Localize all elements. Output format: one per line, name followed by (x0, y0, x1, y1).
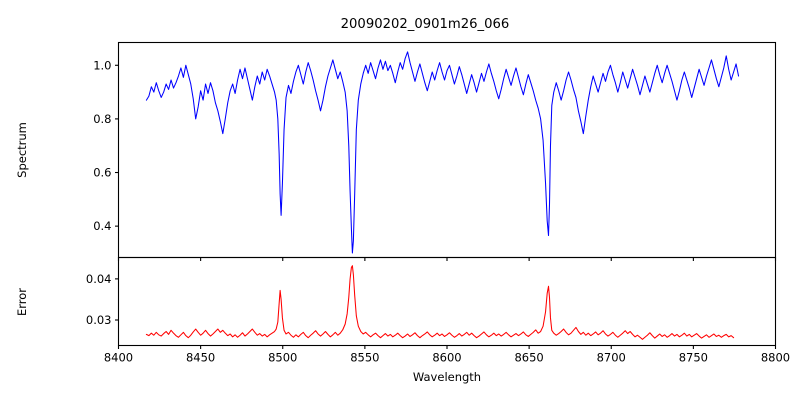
error-y-axis-label: Error (15, 288, 29, 316)
error-panel: 0.03 0.04 8400 8450 8500 8550 8600 8650 8700 8750… (15, 256, 790, 384)
spectrum-y-axis-label: Spectrum (15, 122, 29, 178)
error-axes-frame (117, 256, 777, 347)
x-tick-label: 8700 (597, 351, 626, 365)
error-data-line (145, 265, 735, 340)
y-tick-label: 1.0 (93, 58, 111, 72)
figure-title: 20090202_0901m26_066 (341, 17, 510, 32)
y-tick-label: 0.8 (93, 112, 111, 126)
x-tick-label: 8550 (350, 351, 379, 365)
spectrum-tick-labels: 0.4 0.6 0.8 1.0 (93, 58, 111, 233)
spectrum-panel: 0.4 0.6 0.8 1.0 Spectrum (15, 41, 777, 261)
y-tick-label: 0.04 (86, 272, 112, 286)
x-tick-label: 8650 (514, 351, 543, 365)
x-tick-label: 8500 (268, 351, 297, 365)
y-tick-label: 0.03 (86, 313, 112, 327)
spectrum-data-line (145, 51, 740, 254)
error-tick-marks (115, 278, 777, 349)
y-tick-label: 0.6 (93, 166, 111, 180)
error-tick-labels: 0.03 0.04 8400 8450 8500 8550 8600 8650 8700 8750… (86, 272, 790, 365)
x-tick-label: 8400 (104, 351, 133, 365)
x-axis-label: Wavelength (413, 370, 481, 384)
y-tick-label: 0.4 (93, 219, 111, 233)
x-tick-label: 8450 (186, 351, 215, 365)
x-tick-label: 8800 (761, 351, 790, 365)
x-tick-label: 8600 (432, 351, 461, 365)
spectrum-axes-frame (117, 41, 777, 259)
x-tick-label: 8750 (679, 351, 708, 365)
